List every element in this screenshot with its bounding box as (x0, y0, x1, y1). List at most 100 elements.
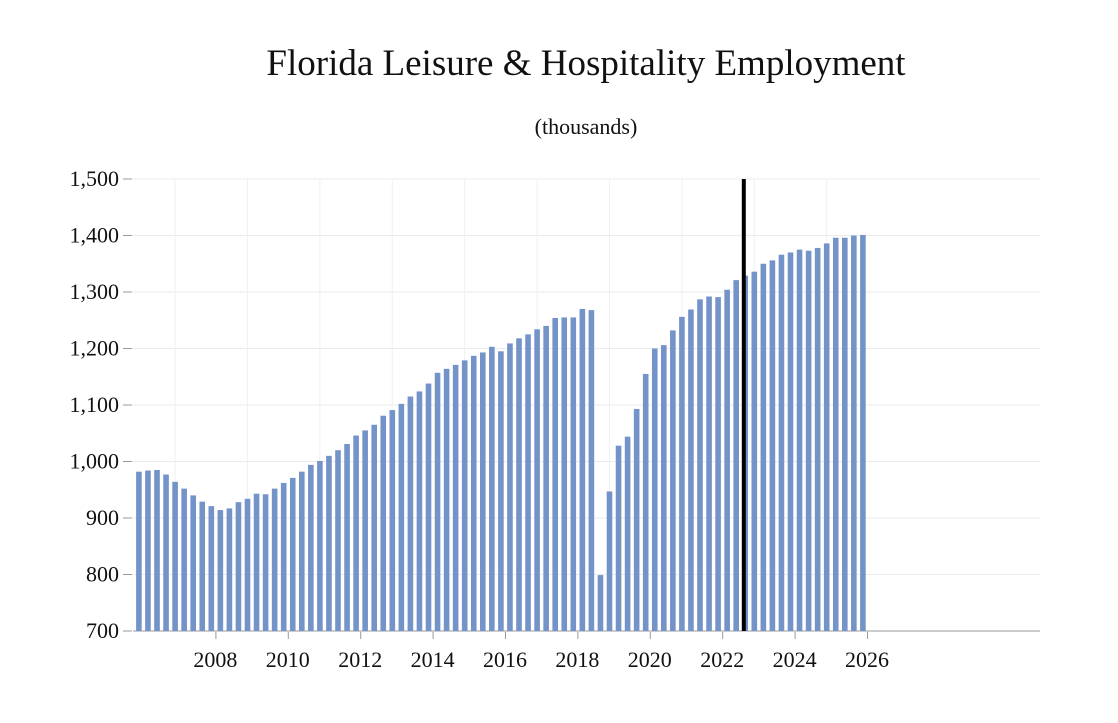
chart-subtitle: (thousands) (534, 114, 638, 139)
bar (697, 299, 703, 631)
x-tick-label: 2008 (193, 647, 237, 672)
bar (154, 469, 160, 631)
bar (434, 372, 441, 631)
bar (362, 430, 368, 631)
x-tick-label: 2026 (845, 647, 889, 672)
bar (769, 260, 776, 631)
y-tick-label: 1,000 (70, 449, 120, 474)
bar (588, 310, 595, 631)
bar (271, 488, 278, 631)
bar (615, 445, 622, 631)
bar (715, 297, 721, 631)
bar (724, 289, 730, 631)
bar (516, 338, 522, 631)
x-tick-label: 2024 (773, 647, 817, 672)
chart-title: Florida Leisure & Hospitality Employment (266, 43, 906, 84)
x-tick-label: 2012 (338, 647, 382, 672)
bar (579, 308, 586, 631)
bar (461, 360, 468, 631)
bar (760, 263, 767, 631)
bar (244, 498, 251, 631)
bar (597, 575, 604, 631)
bar (525, 334, 531, 631)
bar (443, 368, 450, 631)
bar (317, 460, 323, 631)
bar (308, 464, 314, 631)
bar (805, 250, 812, 631)
bar (543, 325, 549, 631)
bar (253, 493, 260, 631)
bar (380, 415, 387, 631)
x-tick-label: 2014 (411, 647, 455, 672)
bar (679, 316, 685, 631)
bar (163, 474, 169, 631)
bar (425, 383, 432, 631)
bar (570, 317, 577, 631)
y-tick-label: 1,200 (70, 336, 120, 361)
bar (670, 330, 676, 631)
bar (407, 396, 414, 631)
x-tick-label: 2020 (628, 647, 672, 672)
y-tick-label: 1,100 (70, 392, 120, 417)
bar (299, 471, 305, 631)
bar (398, 403, 405, 631)
y-tick-label: 1,400 (70, 223, 120, 248)
x-tick-label: 2016 (483, 647, 527, 672)
bar (344, 443, 350, 631)
bar (561, 317, 568, 631)
bar (226, 508, 233, 631)
bar (796, 249, 803, 631)
bar (778, 254, 785, 631)
x-tick-label: 2010 (266, 647, 310, 672)
bar (733, 280, 739, 631)
bar (706, 296, 712, 631)
y-tick-label: 900 (86, 505, 119, 530)
bar (642, 373, 649, 631)
bar (787, 252, 794, 631)
bar (199, 501, 206, 631)
bar (262, 494, 269, 631)
bar (208, 506, 215, 631)
bar (624, 436, 631, 631)
bar (371, 424, 377, 631)
y-tick-label: 1,500 (70, 166, 120, 191)
x-tick-label: 2022 (700, 647, 744, 672)
y-tick-label: 700 (86, 618, 119, 643)
bar (289, 477, 296, 631)
bar (751, 271, 758, 631)
bar (633, 408, 640, 631)
bar (823, 243, 830, 631)
bar (498, 351, 504, 631)
x-tick-label: 2018 (555, 647, 599, 672)
bar (235, 502, 242, 631)
bar (190, 495, 196, 631)
bar (353, 435, 359, 631)
y-tick-label: 800 (86, 562, 119, 587)
bar (507, 343, 513, 631)
bar (470, 355, 477, 631)
bar (326, 455, 332, 631)
bar (452, 364, 459, 631)
bar (335, 450, 341, 631)
bar (606, 491, 613, 631)
bar (842, 237, 848, 631)
bar (552, 317, 558, 631)
bar (145, 470, 151, 631)
bar (416, 391, 423, 631)
bar (688, 309, 694, 631)
bar (860, 234, 866, 631)
y-tick-label: 1,300 (70, 279, 120, 304)
bar (136, 471, 142, 631)
bar (661, 345, 667, 631)
bar (534, 329, 540, 631)
bar (172, 481, 178, 631)
bar (651, 348, 658, 631)
bar (181, 488, 187, 631)
bar (480, 352, 486, 631)
bar (814, 247, 821, 631)
bar (832, 237, 839, 631)
bar (389, 410, 396, 631)
bar (217, 510, 224, 631)
bar (489, 346, 495, 631)
